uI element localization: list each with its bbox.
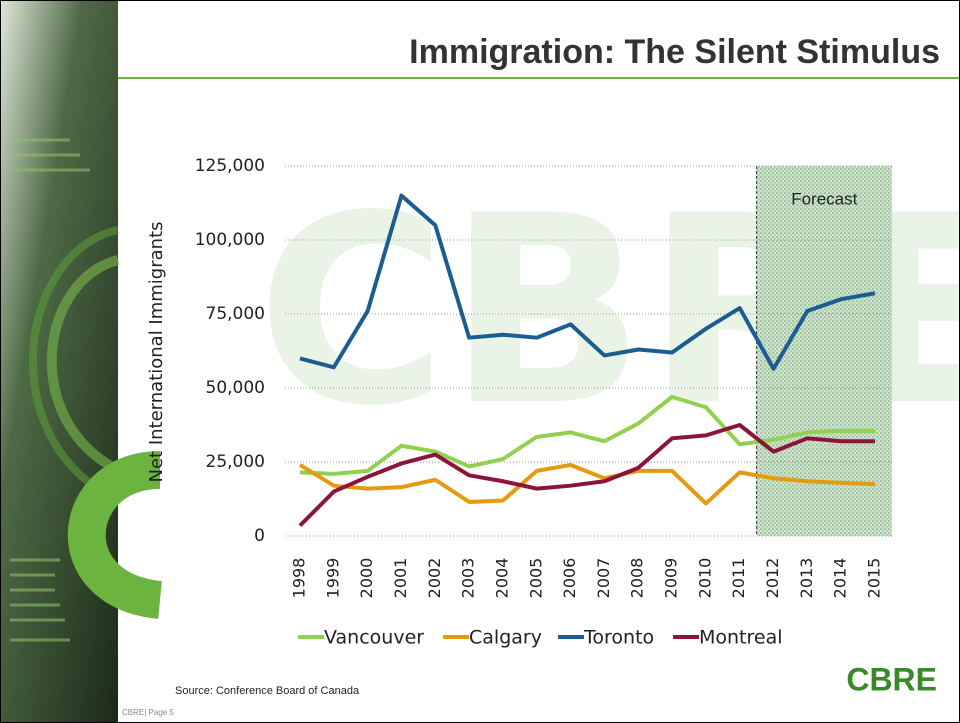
chart-title: Immigration: The Silent Stimulus (409, 33, 940, 71)
x-tick-label: 2013 (797, 558, 816, 599)
x-tick-label: 2009 (662, 558, 681, 599)
y-axis-label: Net International Immigrants (146, 222, 167, 483)
series-line (299, 193, 876, 371)
source: Source: Conference Board of Canada (175, 685, 360, 697)
x-tick-label: 2014 (831, 558, 850, 599)
left-decoration (0, 0, 163, 723)
y-tick-label: 0 (254, 526, 265, 546)
x-tick-label: 2012 (763, 558, 782, 599)
x-tick-label: 2001 (391, 558, 410, 599)
y-tick-label: 75,000 (206, 304, 265, 324)
forecast-region (756, 166, 892, 536)
x-tick-label: 2007 (594, 558, 613, 599)
series-line (298, 423, 875, 528)
y-tick-label: 50,000 (206, 378, 265, 398)
legend-label: Montreal (699, 627, 783, 649)
series-line (298, 462, 876, 506)
x-tick-label: 2010 (695, 558, 714, 599)
x-tick-label: 2002 (425, 558, 444, 599)
footer: CBRE| Page 5 (122, 708, 174, 717)
series-line (299, 394, 875, 476)
x-tick-label: 2011 (729, 558, 748, 599)
logo: CBRE (846, 661, 937, 697)
y-tick-label: 25,000 (206, 452, 265, 472)
legend-label: Calgary (469, 627, 542, 649)
x-tick-label: 2005 (526, 558, 545, 599)
x-tick-label: 2000 (357, 558, 376, 599)
y-tick-label: 100,000 (195, 230, 265, 250)
x-tick-label: 1999 (323, 558, 342, 599)
x-tick-label: 2008 (628, 558, 647, 599)
y-tick-label: 125,000 (195, 156, 265, 176)
x-tick-label: 2004 (492, 558, 511, 599)
legend-label: Vancouver (324, 627, 424, 649)
x-tick-label: 2006 (560, 558, 579, 599)
x-tick-label: 2015 (865, 558, 884, 599)
x-tick-label: 2003 (459, 558, 478, 599)
legend-label: Toronto (583, 627, 654, 649)
forecast-label: Forecast (791, 189, 857, 208)
x-tick-label: 1998 (290, 558, 309, 599)
